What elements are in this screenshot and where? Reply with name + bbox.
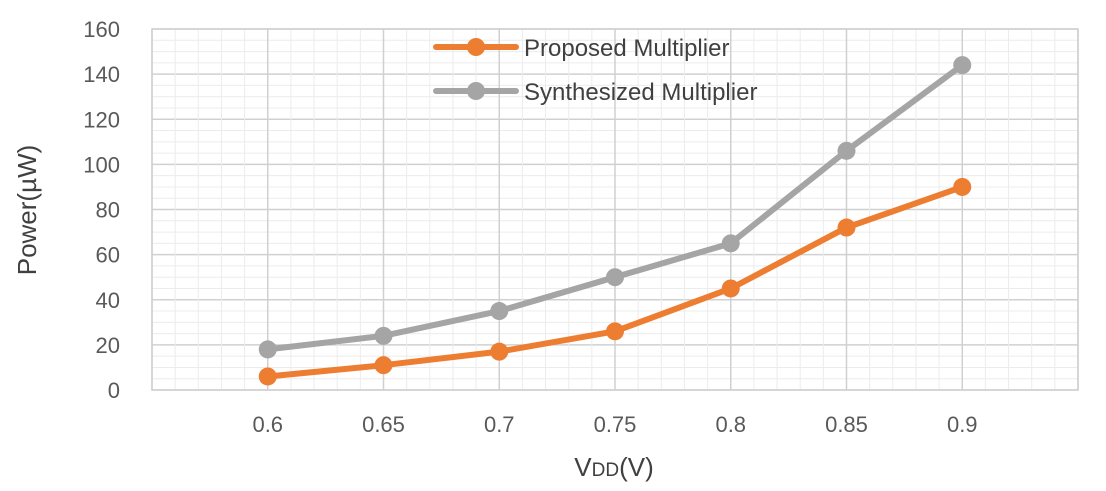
proposed-multiplier-point <box>374 356 393 375</box>
legend: Proposed Multiplier Synthesized Multiplie… <box>433 35 757 106</box>
x-axis-ticks: 0.6 0.65 0.7 0.75 0.8 0.85 0.9 <box>252 412 977 437</box>
x-axis-label-unit: (V) <box>619 452 654 482</box>
y-tick-label: 60 <box>96 243 120 268</box>
x-tick-label: 0.9 <box>947 412 978 437</box>
y-axis-label: Power(µW) <box>12 145 42 276</box>
y-tick-label: 100 <box>83 152 120 177</box>
series-layer <box>258 56 972 386</box>
synthesized-multiplier-point <box>837 141 856 160</box>
y-tick-label: 80 <box>96 198 120 223</box>
y-tick-label: 40 <box>96 288 120 313</box>
x-axis-label-subscript: DD <box>592 460 619 481</box>
y-tick-label: 120 <box>83 107 120 132</box>
proposed-multiplier-point <box>258 367 277 386</box>
x-axis-label-main: V <box>574 452 592 482</box>
y-tick-label: 20 <box>96 333 120 358</box>
x-tick-label: 0.7 <box>484 412 515 437</box>
x-tick-label: 0.65 <box>362 412 405 437</box>
proposed-multiplier-point <box>837 218 856 237</box>
synthesized-multiplier-point <box>374 326 393 345</box>
x-tick-label: 0.75 <box>594 412 637 437</box>
legend-marker-proposed-multiplier <box>467 38 485 56</box>
plot-border <box>151 28 1079 391</box>
legend-label-synthesized-multiplier: Synthesized Multiplier <box>524 79 757 106</box>
synthesized-multiplier-point <box>953 56 972 75</box>
proposed-multiplier-point <box>490 342 509 361</box>
x-tick-label: 0.8 <box>715 412 746 437</box>
proposed-multiplier-point <box>721 279 740 298</box>
legend-label-proposed-multiplier: Proposed Multiplier <box>524 35 729 62</box>
y-axis-ticks: 0 20 40 60 80 100 120 140 160 <box>83 17 120 403</box>
y-tick-label: 0 <box>108 378 120 403</box>
y-tick-label: 160 <box>83 17 120 42</box>
synthesized-multiplier-point <box>490 302 509 321</box>
y-tick-label: 140 <box>83 62 120 87</box>
synthesized-multiplier-point <box>258 340 277 359</box>
synthesized-multiplier-point <box>721 234 740 253</box>
proposed-multiplier-point <box>606 322 624 341</box>
proposed-multiplier-point <box>953 177 972 196</box>
synthesized-multiplier-point <box>606 268 624 287</box>
x-axis-label: VDD(V) <box>574 452 653 482</box>
legend-marker-synthesized-multiplier <box>467 82 485 100</box>
grid <box>151 28 1079 391</box>
x-tick-label: 0.85 <box>825 412 868 437</box>
x-tick-label: 0.6 <box>252 412 283 437</box>
